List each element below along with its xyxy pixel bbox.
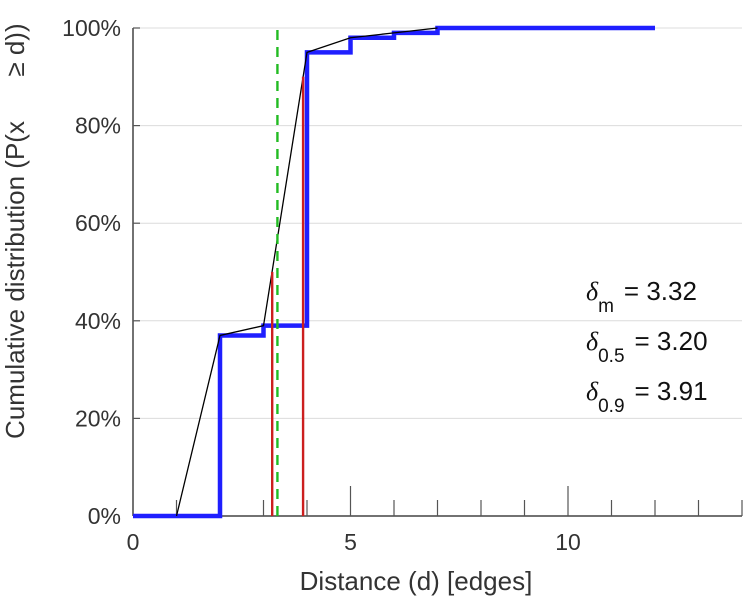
delta-subscript: 0.5	[598, 346, 624, 367]
y-axis-title-continued: ≥ d))	[0, 23, 30, 76]
delta-value: = 3.32	[624, 276, 697, 306]
delta-value: = 3.91	[635, 376, 708, 406]
y-axis-title-line2: ≥ d))	[0, 23, 30, 76]
x-tick-label-0: 0	[127, 529, 140, 555]
axes: 0 5 100%20%40%60%80%100%	[62, 15, 743, 555]
y-tick-label-5: 100%	[62, 15, 121, 41]
y-tick-label-3: 60%	[75, 210, 121, 236]
y-tick-label-2: 40%	[75, 308, 121, 334]
delta-symbol: δ	[586, 377, 599, 406]
delta-symbol: δ	[586, 277, 599, 306]
y-tick-label-0: 0%	[88, 503, 121, 529]
cdf-interpolated-line	[175, 27, 438, 517]
x-axis-title: Distance (d) [edges]	[300, 566, 533, 596]
cdf-step-line	[133, 25, 655, 519]
statistic-label-1: δ0.5 = 3.20	[586, 326, 708, 367]
y-axis-title-line1: Cumulative distribution (P(x	[0, 121, 30, 439]
grid-lines	[133, 27, 742, 419]
reference-lines	[271, 28, 305, 516]
statistic-label-2: δ0.9 = 3.91	[586, 376, 708, 417]
delta-subscript: m	[598, 296, 614, 317]
x-tick-label-1: 5	[344, 529, 357, 555]
statistic-label-0: δm = 3.32	[586, 276, 697, 317]
y-tick-label-4: 80%	[75, 113, 121, 139]
x-tick-label-2: 10	[555, 529, 581, 555]
y-axis-title: Cumulative distribution (P(x	[0, 121, 30, 439]
delta-value: = 3.20	[635, 326, 708, 356]
data-series	[133, 25, 655, 519]
y-tick-label-1: 20%	[75, 405, 121, 431]
delta-subscript: 0.9	[598, 396, 624, 417]
delta-symbol: δ	[586, 327, 599, 356]
